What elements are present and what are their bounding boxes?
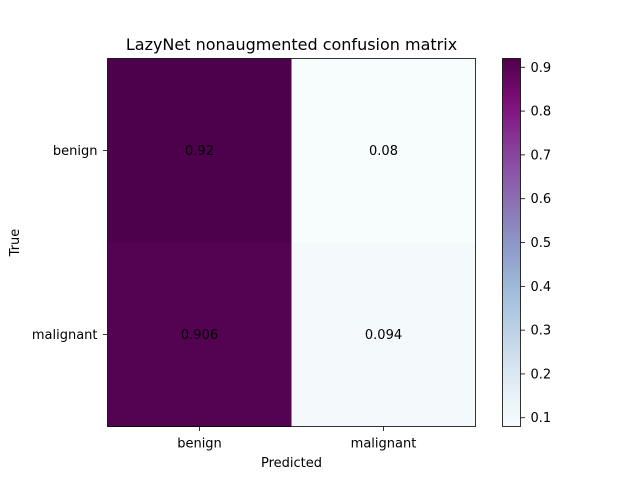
- plot-frame: [107, 58, 476, 427]
- x-axis-ticks: benign malignant: [177, 426, 417, 452]
- colorbar-tick-label: 0.3: [531, 324, 552, 339]
- y-tick-label: malignant: [32, 328, 98, 343]
- colorbar-tick-label: 0.4: [531, 280, 552, 295]
- colorbar-tick-label: 0.2: [531, 367, 552, 382]
- colorbar-ticks: 0.1 0.2 0.3 0.4 0.5 0.6 0.7 0.8 0.9: [520, 61, 552, 426]
- colorbar-tick-label: 0.7: [531, 148, 552, 163]
- heatmap-cell: [107, 242, 292, 427]
- colorbar-tick-label: 0.5: [531, 236, 552, 251]
- y-axis-ticks: benign malignant: [32, 144, 108, 343]
- colorbar-tick-label: 0.1: [531, 411, 552, 426]
- cell-value-label: 0.094: [365, 328, 402, 343]
- heatmap-cells: 0.92 0.08 0.906 0.094: [107, 58, 476, 427]
- x-tick-label: malignant: [351, 437, 417, 452]
- cell-value-label: 0.92: [185, 144, 214, 159]
- y-axis-label: True: [8, 229, 23, 258]
- colorbar-tick-label: 0.8: [531, 105, 552, 120]
- colorbar-tick-label: 0.9: [531, 61, 552, 76]
- heatmap-cell: [107, 58, 292, 243]
- heatmap-cell: [291, 242, 476, 427]
- y-tick-label: benign: [53, 144, 98, 159]
- x-tick-label: benign: [177, 437, 222, 452]
- cell-value-label: 0.08: [369, 144, 398, 159]
- colorbar-gradient: [502, 58, 521, 427]
- chart-title: LazyNet nonaugmented confusion matrix: [126, 35, 457, 54]
- colorbar: 0.1 0.2 0.3 0.4 0.5 0.6 0.7 0.8 0.9: [502, 58, 552, 427]
- x-axis-label: Predicted: [261, 456, 322, 471]
- heatmap-cell: [291, 58, 476, 243]
- cell-value-label: 0.906: [181, 328, 218, 343]
- colorbar-tick-label: 0.6: [531, 192, 552, 207]
